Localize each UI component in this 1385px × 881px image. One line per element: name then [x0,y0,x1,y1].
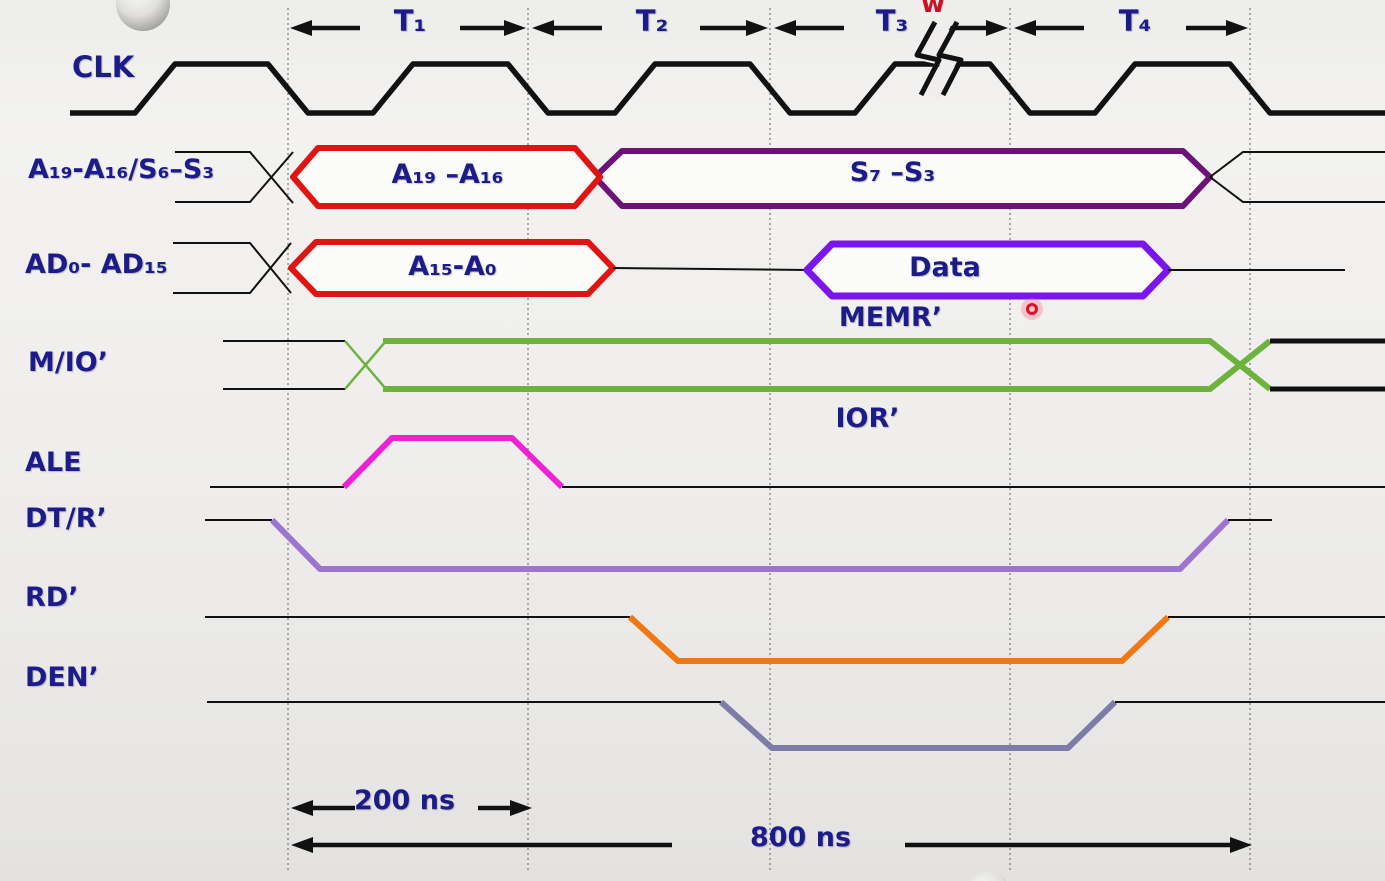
bubble-label-a19-a16: A₁₉ –A₁₆ [391,159,504,190]
period-label-t2: T₂ [635,4,669,38]
ale-pulse [341,435,565,490]
signal-label-rd: RD’ [25,582,79,613]
mio-waveform [223,338,1385,392]
mio-bus-bottom [383,338,1272,392]
period-label-t3: T₃ [875,4,909,38]
arrowhead-left [1014,20,1036,36]
clk-waveform [70,61,1385,116]
bus-cross-line [175,151,294,203]
address-high-bubble [290,145,603,209]
rd-low-pulse [627,614,1171,664]
arrowhead-right [510,800,532,816]
bubble-label-s7-s3: S₇ –S₃ [849,157,936,188]
annotation-800ns: 800 ns [749,822,852,853]
arrowhead-left [774,20,796,36]
annotation-ior: IOR’ [835,403,900,434]
signal-label-addr-data: AD₀- AD₁₅ [25,249,168,280]
decorative-sphere [116,0,170,31]
bus-open-line [1209,151,1385,178]
break-symbol [936,20,964,97]
duration-200ns-arrows [291,800,532,816]
ale-waveform [210,435,1385,490]
bus-cross-line [173,242,292,294]
arrowhead-left [532,20,554,36]
arrowhead-right [504,20,526,36]
bus-cross-line [173,242,292,294]
arrowhead-left [291,837,313,853]
dtr-low-pulse [269,517,1231,572]
signal-label-addr-status: A₁₉-A₁₆/S₆–S₃ [28,154,215,185]
signal-label-den: DEN’ [25,662,99,693]
addr-data-waveform [173,239,1345,300]
cursor-glow [1021,298,1043,320]
cursor-highlight-dot [1021,298,1043,320]
rd-waveform [205,614,1385,664]
watermark-text: w [921,0,946,19]
arrowhead-right [746,20,768,36]
arrowhead-right [1230,837,1252,853]
bubble-label-a15-a0: A₁₅-A₀ [408,251,497,282]
signal-label-dtr: DT/R’ [25,503,107,534]
period-label-t1: T₁ [393,4,427,38]
bubble-label-data: Data [909,252,981,283]
duration-800ns-arrows [291,837,1252,853]
annotation-memr: MEMR’ [838,302,943,333]
annotation-200ns: 200 ns [353,785,456,816]
bus-open-line [1209,176,1385,203]
arrowhead-right [986,20,1008,36]
arrowhead-left [290,20,312,36]
bus-idle-line [612,267,808,271]
signal-label-ale: ALE [25,447,82,478]
signal-label-mio: M/IO’ [28,347,108,378]
den-low-pulse [718,699,1118,751]
cursor-ring [1026,303,1038,315]
den-waveform [207,699,1385,751]
arrowhead-right [1226,20,1248,36]
addr-status-waveform [175,145,1385,209]
decorative-sphere-bottom [969,872,1007,881]
period-gridlines [287,8,1251,872]
mio-bus-top [383,338,1272,392]
dtr-waveform [205,517,1272,572]
bus-cross-line [175,151,294,204]
period-label-t4: T₄ [1118,4,1152,38]
arrowhead-left [291,800,313,816]
signal-label-clk: CLK [72,50,135,84]
break-symbol [914,20,942,97]
bus-cross-line [344,340,387,390]
